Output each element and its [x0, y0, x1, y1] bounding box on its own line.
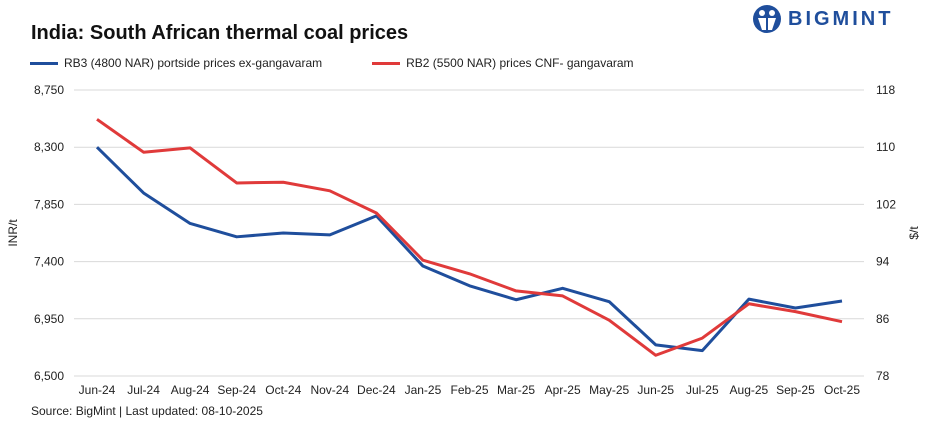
y2-tick-label: 102 — [876, 197, 896, 211]
x-tick-label: Aug-24 — [171, 383, 210, 397]
y-tick-label: 6,500 — [34, 369, 64, 383]
x-tick-label: Oct-25 — [824, 383, 860, 397]
y-tick-label: 8,750 — [34, 83, 64, 97]
legend-swatch — [30, 61, 58, 65]
logo-text: BIGMINT — [788, 7, 894, 30]
x-tick-label: May-25 — [589, 383, 629, 397]
x-tick-label: Dec-24 — [357, 383, 396, 397]
x-tick-label: Mar-25 — [497, 383, 535, 397]
x-tick-label: Sep-25 — [776, 383, 815, 397]
source-note: Source: BigMint | Last updated: 08-10-20… — [31, 404, 263, 418]
x-tick-label: Jun-25 — [637, 383, 674, 397]
series-line-rb3 — [95, 146, 843, 353]
legend-label: RB2 (5500 NAR) prices CNF- gangavaram — [406, 56, 634, 70]
legend-label: RB3 (4800 NAR) portside prices ex-gangav… — [64, 56, 323, 70]
y2-tick-label: 86 — [876, 312, 890, 326]
x-tick-label: Jul-24 — [127, 383, 160, 397]
y2-tick-label: 118 — [876, 83, 895, 97]
x-tick-label: Aug-25 — [730, 383, 769, 397]
series-line-rb2 — [96, 118, 843, 357]
y2-tick-label: 110 — [876, 140, 895, 154]
x-tick-label: Feb-25 — [450, 383, 488, 397]
x-tick-label: Apr-25 — [545, 383, 581, 397]
x-tick-label: Oct-24 — [265, 383, 301, 397]
x-tick-label: Nov-24 — [310, 383, 349, 397]
legend-item-rb3: RB3 (4800 NAR) portside prices ex-gangav… — [30, 56, 322, 70]
y2-axis-label: $/t — [907, 226, 921, 240]
y-tick-label: 6,950 — [34, 312, 64, 326]
y2-tick-label: 78 — [876, 369, 890, 383]
legend-swatch — [372, 61, 401, 65]
legend-item-rb2: RB2 (5500 NAR) prices CNF- gangavaram — [372, 56, 634, 70]
y-tick-label: 7,850 — [34, 197, 64, 211]
x-tick-label: Jan-25 — [405, 383, 442, 397]
bigmint-logo-icon — [753, 5, 781, 33]
x-tick-label: Jun-24 — [79, 383, 116, 397]
y-tick-label: 7,400 — [34, 255, 64, 269]
x-tick-label: Sep-24 — [217, 383, 256, 397]
y-tick-label: 8,300 — [34, 140, 64, 154]
y2-tick-label: 94 — [876, 255, 890, 269]
x-tick-label: Jul-25 — [686, 383, 719, 397]
legend: RB3 (4800 NAR) portside prices ex-gangav… — [30, 56, 634, 70]
chart-title: India: South African thermal coal prices — [31, 22, 409, 44]
bigmint-logo: BIGMINT — [752, 4, 893, 34]
y-axis-label: INR/t — [6, 219, 20, 247]
